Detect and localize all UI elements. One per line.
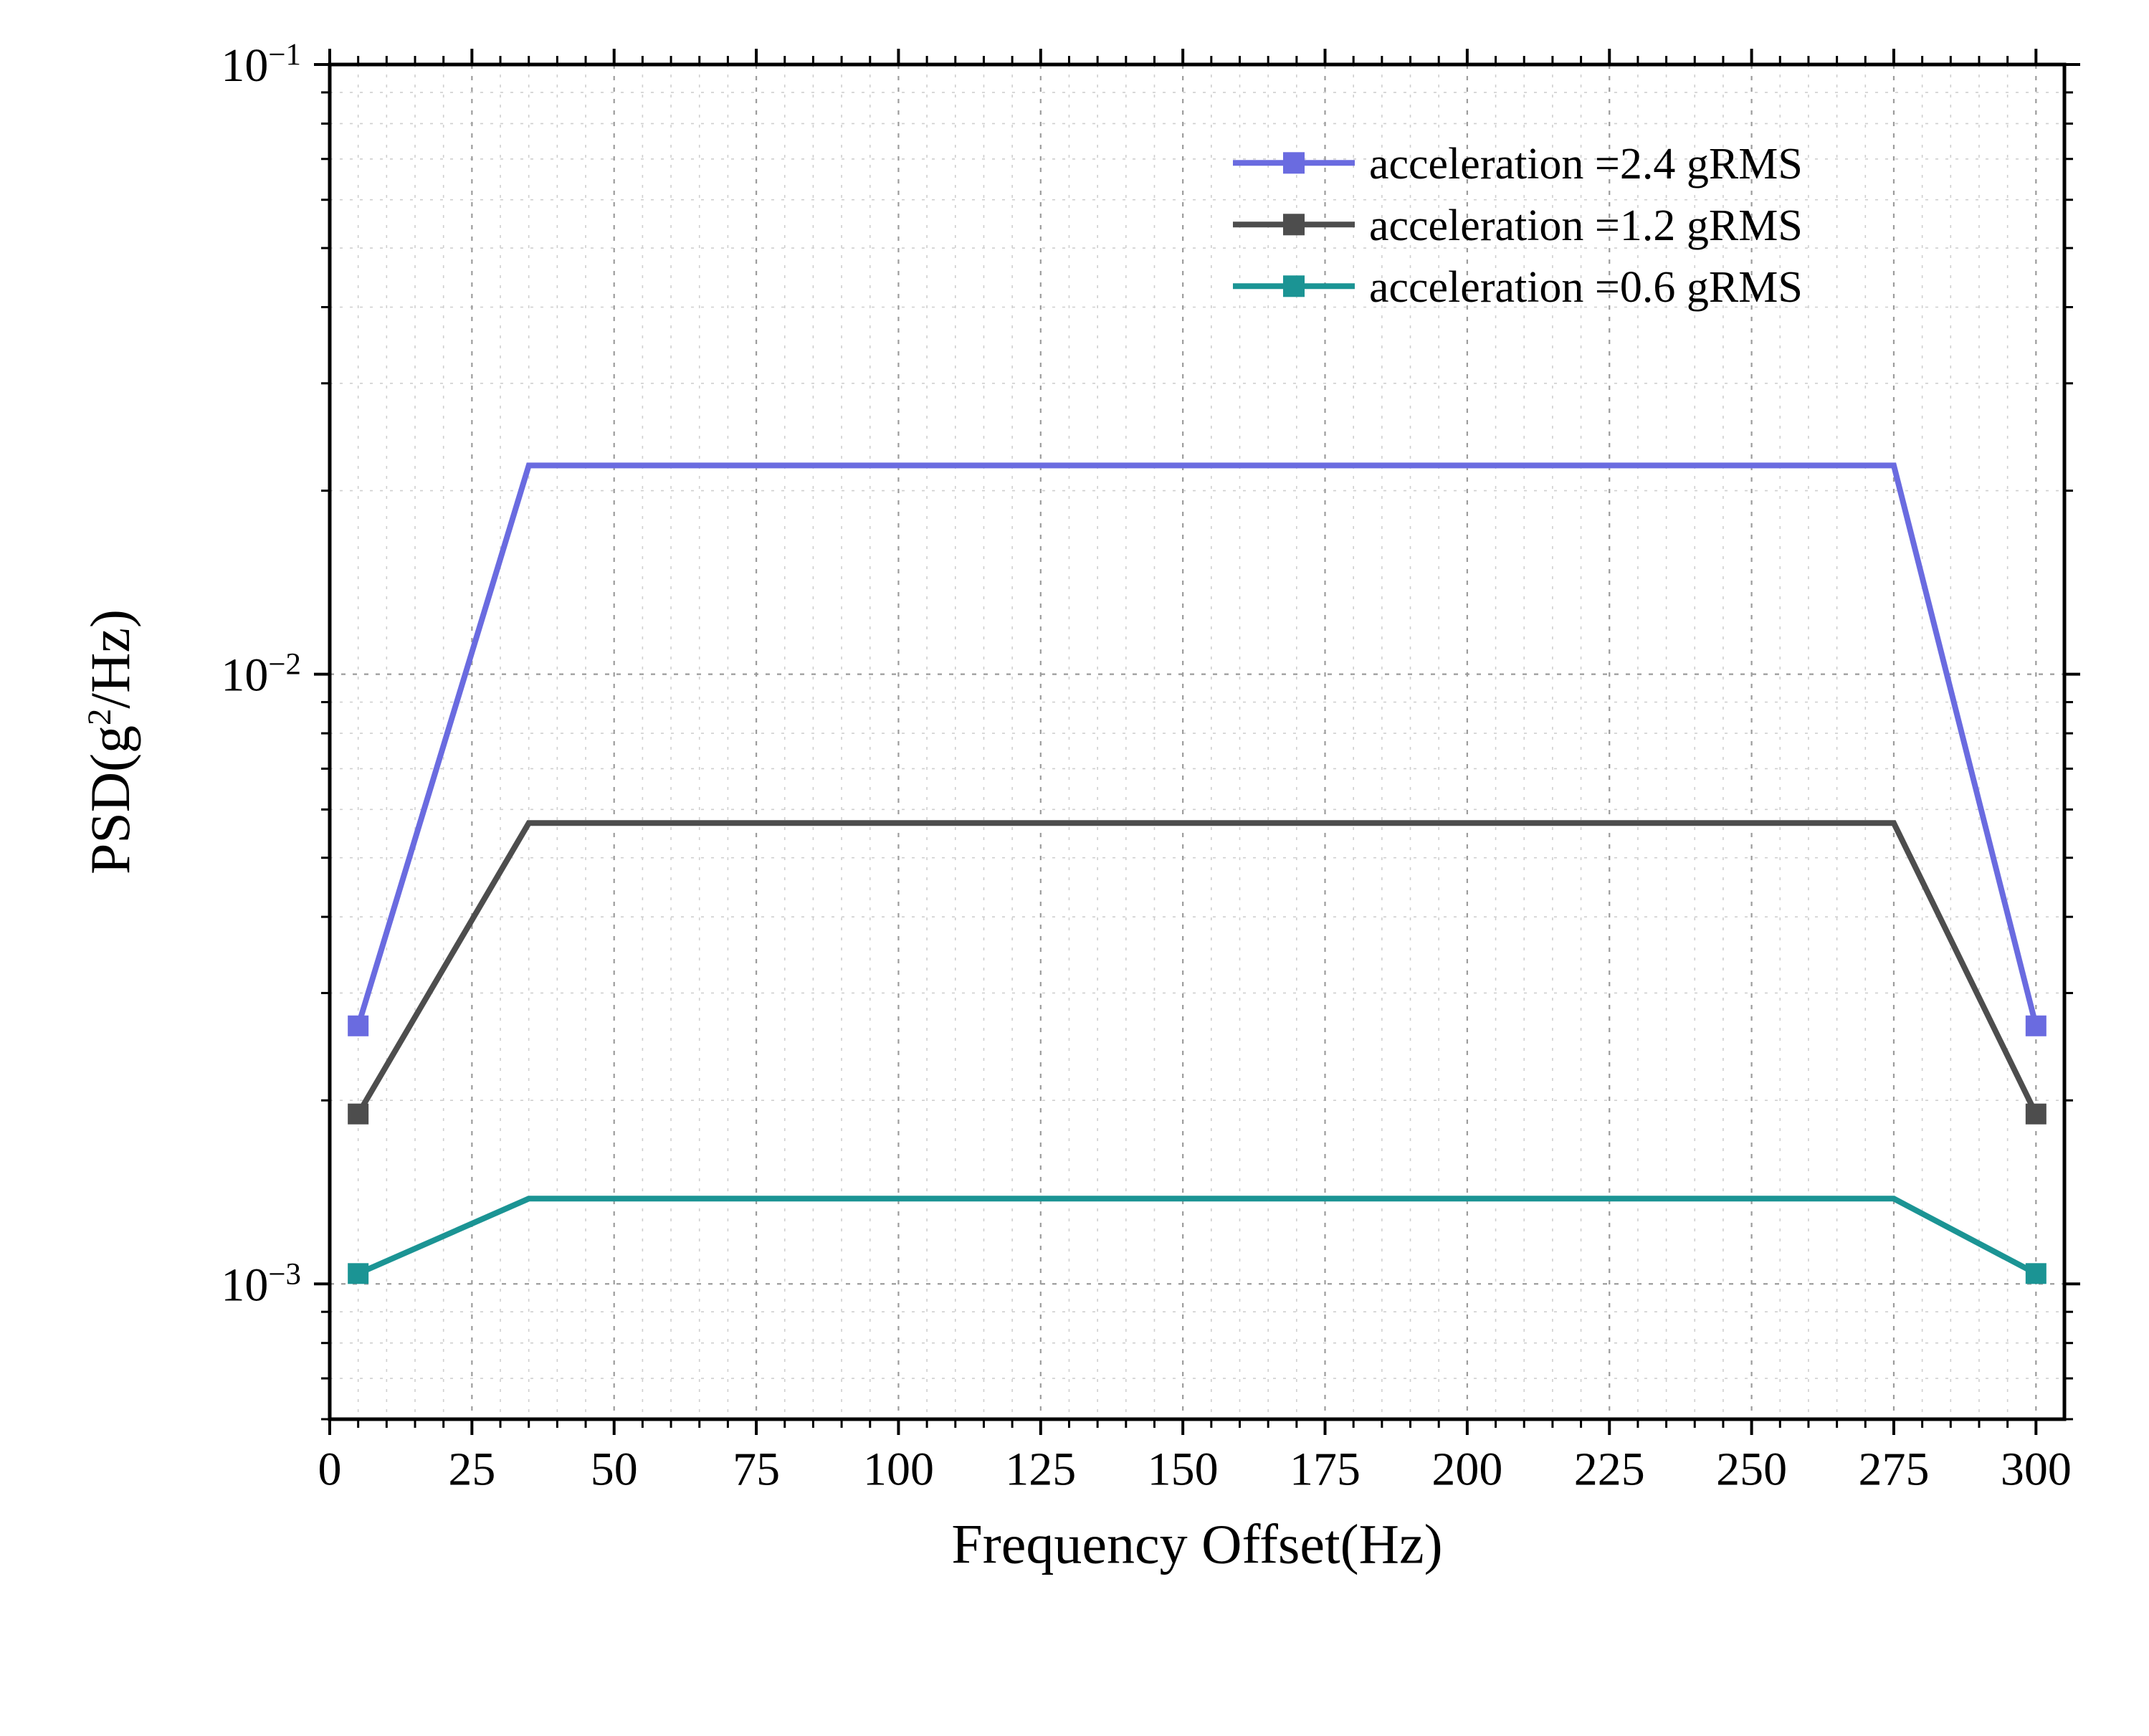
legend-label: acceleration =1.2 gRMS	[1369, 201, 1803, 250]
legend-label: acceleration =2.4 gRMS	[1369, 140, 1803, 189]
series-marker	[348, 1264, 368, 1284]
legend: acceleration =2.4 gRMS acceleration =1.2 …	[1233, 140, 1803, 312]
x-tick-label: 275	[1858, 1443, 1929, 1495]
x-tick-label: 100	[863, 1443, 934, 1495]
x-tick-label: 300	[2001, 1443, 2072, 1495]
x-tick-label: 200	[1431, 1443, 1502, 1495]
x-tick-label: 125	[1005, 1443, 1076, 1495]
x-tick-label: 225	[1574, 1443, 1645, 1495]
series-marker	[2026, 1264, 2046, 1284]
x-tick-label: 50	[591, 1443, 638, 1495]
x-tick-label: 25	[448, 1443, 495, 1495]
legend-label: acceleration =0.6 gRMS	[1369, 263, 1803, 312]
y-axis-label: PSD(g2/Hz)	[79, 609, 141, 874]
series-marker	[2026, 1104, 2046, 1124]
series-marker	[348, 1104, 368, 1124]
x-tick-label: 0	[318, 1443, 342, 1495]
x-tick-label: 75	[733, 1443, 780, 1495]
x-tick-label: 150	[1148, 1443, 1219, 1495]
x-tick-label: 250	[1716, 1443, 1787, 1495]
series-marker	[348, 1016, 368, 1036]
series-marker	[2026, 1016, 2046, 1036]
x-tick-label: 175	[1290, 1443, 1361, 1495]
x-axis-label: Frequency Offset(Hz)	[951, 1513, 1442, 1575]
psd-chart: 025507510012515017520022525027530010−310…	[0, 0, 2149, 1736]
